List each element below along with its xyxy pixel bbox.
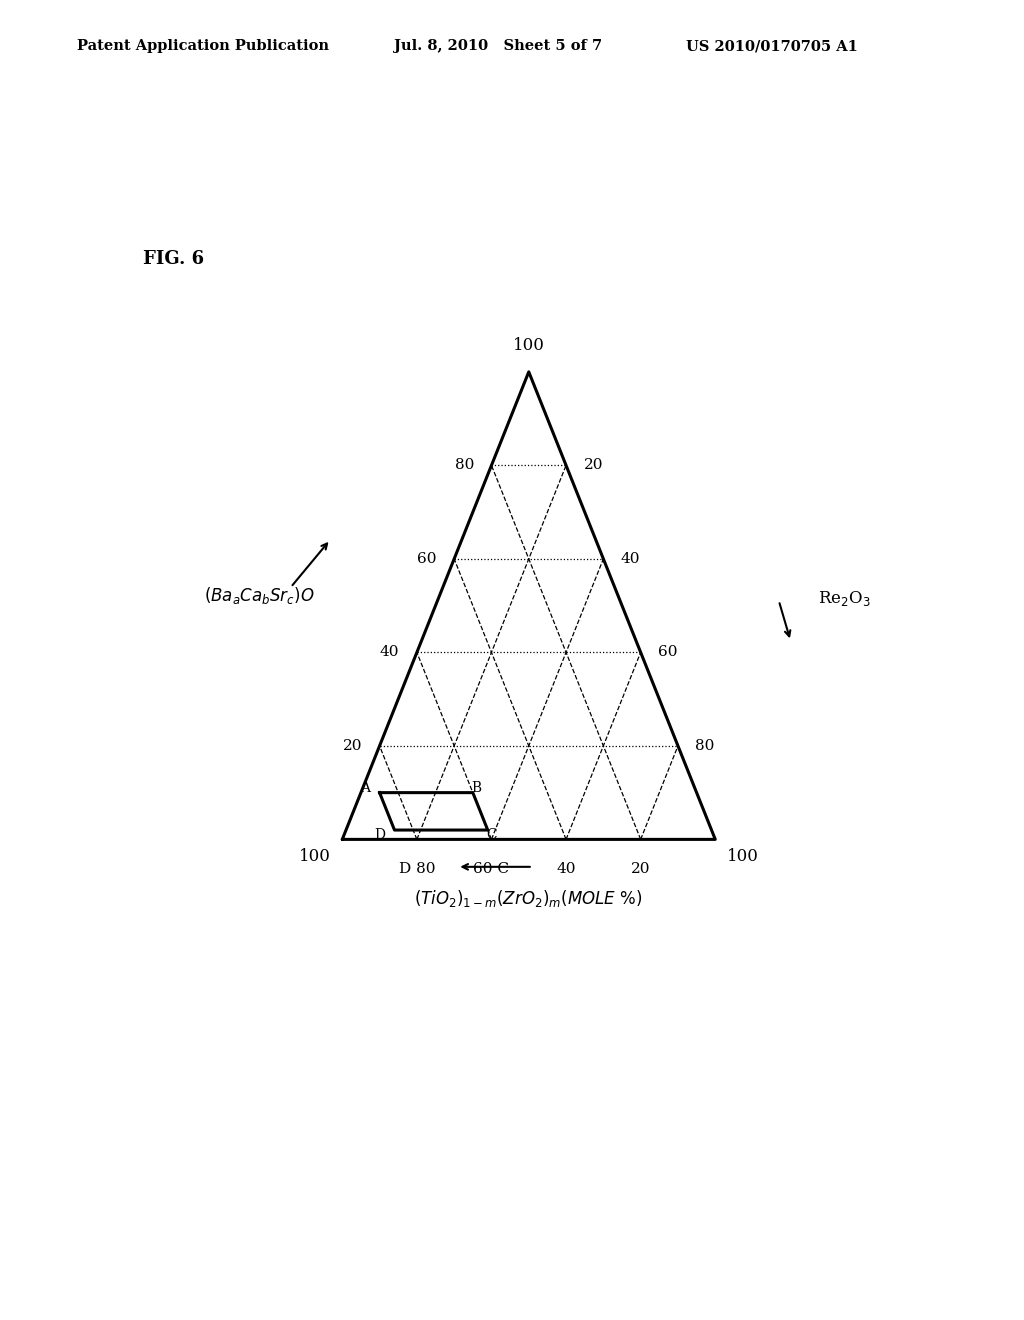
Text: D: D [375,828,386,842]
Text: 100: 100 [727,847,759,865]
Text: US 2010/0170705 A1: US 2010/0170705 A1 [686,40,858,53]
Text: 80: 80 [695,739,715,752]
Text: 40: 40 [380,645,399,660]
Text: 20: 20 [343,739,362,752]
Text: 20: 20 [631,862,650,875]
Text: $(TiO_2)_{1-m}(ZrO_2)_m(MOLE\ \%)$: $(TiO_2)_{1-m}(ZrO_2)_m(MOLE\ \%)$ [415,888,643,909]
Text: B: B [472,780,482,795]
Text: D 80: D 80 [398,862,435,875]
Text: 60: 60 [658,645,678,660]
Text: 100: 100 [298,847,331,865]
Text: A: A [360,780,371,795]
Text: Patent Application Publication: Patent Application Publication [77,40,329,53]
Text: 20: 20 [584,458,603,473]
Text: Re$_2$O$_3$: Re$_2$O$_3$ [818,589,871,609]
Text: 40: 40 [621,552,640,566]
Text: 100: 100 [513,337,545,354]
Text: 40: 40 [556,862,575,875]
Text: 60: 60 [417,552,436,566]
Text: 60 C: 60 C [473,862,510,875]
Text: Jul. 8, 2010   Sheet 5 of 7: Jul. 8, 2010 Sheet 5 of 7 [394,40,602,53]
Text: FIG. 6: FIG. 6 [143,249,205,268]
Text: C: C [486,828,497,842]
Text: 80: 80 [455,458,474,473]
Text: $(Ba_aCa_bSr_c)O$: $(Ba_aCa_bSr_c)O$ [204,585,314,606]
